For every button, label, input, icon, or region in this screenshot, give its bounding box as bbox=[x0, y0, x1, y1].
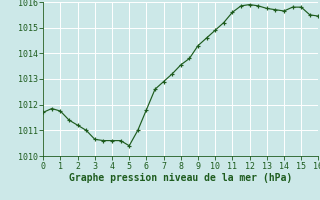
X-axis label: Graphe pression niveau de la mer (hPa): Graphe pression niveau de la mer (hPa) bbox=[69, 173, 292, 183]
